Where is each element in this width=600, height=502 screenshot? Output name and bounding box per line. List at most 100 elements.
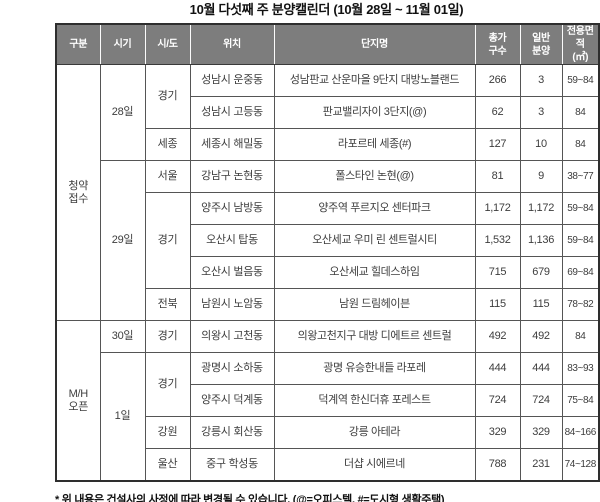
cell-wichi: 양주시 남방동 (189, 192, 275, 225)
table-row: 성남시 고등동 판교밸리자이 3단지(@) 62 3 84 (56, 96, 600, 129)
cell-area: 59~84 (561, 224, 600, 257)
release-calendar-table: 구분 시기 시/도 위치 단지명 총가 구수 일반 분양 전용면적 (㎡) 청약 접수 28일 경… (55, 23, 600, 482)
cell-wichi: 중구 학성동 (189, 448, 275, 482)
cell-gubun: 청약 접수 (55, 64, 101, 321)
cell-danji: 폴스타인 논현(@) (273, 160, 476, 193)
cell-total: 444 (474, 352, 521, 385)
cell-wichi: 강릉시 회산동 (189, 416, 275, 449)
cell-area: 59~84 (561, 192, 600, 225)
table-body: 청약 접수 28일 경기 성남시 운중동 성남판교 산운마을 9단지 대방노블랜드 266… (55, 64, 600, 482)
table-row: 양주시 덕계동 덕계역 한신더휴 포레스트 724 724 75~84 (56, 384, 600, 417)
cell-general: 444 (519, 352, 563, 385)
cell-total: 788 (474, 448, 521, 482)
table-row: 세종 세종시 해밀동 라포르테 세종(#) 127 10 84 (56, 128, 600, 161)
cell-general: 329 (519, 416, 563, 449)
cell-sigi: 29일 (99, 160, 146, 321)
cell-area: 69~84 (561, 256, 600, 289)
header-row: 구분 시기 시/도 위치 단지명 총가 구수 일반 분양 전용면적 (㎡) (55, 23, 600, 65)
column-header-total: 총가 구수 (474, 23, 521, 65)
cell-wichi: 광명시 소하동 (189, 352, 275, 385)
column-header-general: 일반 분양 (519, 23, 563, 65)
cell-general: 3 (519, 96, 563, 129)
page-title: 10월 다섯째 주 분양캘린더 (10월 28일 ~ 11월 01일) (189, 2, 464, 17)
cell-sigi: 1일 (99, 352, 146, 482)
table-row: 오산시 벌음동 오산세교 힐데스하임 715 679 69~84 (56, 256, 600, 289)
cell-area: 75~84 (561, 384, 600, 417)
footnotes: * 위 내용은 건설사의 사정에 따라 변경될 수 있습니다. (@=오피스텔,… (55, 490, 598, 502)
cell-total: 62 (474, 96, 521, 129)
table-row: 1일 경기 광명시 소하동 광명 유승한내들 라포레 444 444 83~93 (56, 352, 600, 482)
cell-total: 1,532 (474, 224, 521, 257)
cell-general: 1,136 (519, 224, 563, 257)
cell-danji: 광명 유승한내들 라포레 (273, 352, 476, 385)
table-row: M/H 오픈 30일 경기 의왕시 고천동 의왕고천지구 대방 디에트르 센트럴 492 4… (55, 320, 600, 482)
cell-area: 59~84 (561, 64, 600, 97)
cell-general: 231 (519, 448, 563, 482)
footnote-change-notice: * 위 내용은 건설사의 사정에 따라 변경될 수 있습니다. (@=오피스텔,… (55, 494, 445, 502)
cell-general: 679 (519, 256, 563, 289)
cell-sido: 울산 (144, 448, 191, 482)
cell-sido: 서울 (144, 160, 191, 193)
cell-danji: 덕계역 한신더휴 포레스트 (273, 384, 476, 417)
cell-wichi: 의왕시 고천동 (189, 320, 275, 353)
cell-total: 724 (474, 384, 521, 417)
cell-sigi: 30일 (99, 320, 146, 353)
column-header-danji: 단지명 (273, 23, 476, 65)
cell-danji: 남원 드림헤이븐 (273, 288, 476, 321)
table-row: 청약 접수 28일 경기 성남시 운중동 성남판교 산운마을 9단지 대방노블랜드 266… (55, 64, 600, 321)
cell-wichi: 성남시 운중동 (189, 64, 275, 97)
cell-wichi: 강남구 논현동 (189, 160, 275, 193)
cell-area: 84 (561, 128, 600, 161)
column-header-wichi: 위치 (189, 23, 275, 65)
cell-wichi: 오산시 벌음동 (189, 256, 275, 289)
table-row: 오산시 탑동 오산세교 우미 린 센트럴시티 1,532 1,136 59~84 (56, 224, 600, 257)
cell-total: 715 (474, 256, 521, 289)
cell-danji: 양주역 푸르지오 센터파크 (273, 192, 476, 225)
cell-sido: 세종 (144, 128, 191, 161)
cell-general: 1,172 (519, 192, 563, 225)
cell-wichi: 성남시 고등동 (189, 96, 275, 129)
cell-sido: 경기 (144, 64, 191, 129)
column-header-sigi: 시기 (99, 23, 146, 65)
table-row: 울산 중구 학성동 더샵 시에르네 788 231 74~128 (56, 448, 600, 482)
cell-danji: 오산세교 힐데스하임 (273, 256, 476, 289)
cell-total: 492 (474, 320, 521, 353)
column-header-gubun: 구분 (55, 23, 101, 65)
column-header-area: 전용면적 (㎡) (561, 23, 600, 65)
cell-area: 78~82 (561, 288, 600, 321)
cell-sido: 경기 (144, 320, 191, 353)
cell-general: 115 (519, 288, 563, 321)
cell-sido: 경기 (144, 192, 191, 289)
cell-danji: 라포르테 세종(#) (273, 128, 476, 161)
cell-danji: 의왕고천지구 대방 디에트르 센트럴 (273, 320, 476, 353)
cell-general: 9 (519, 160, 563, 193)
cell-sigi: 28일 (99, 64, 146, 161)
cell-danji: 성남판교 산운마을 9단지 대방노블랜드 (273, 64, 476, 97)
cell-wichi: 세종시 해밀동 (189, 128, 275, 161)
cell-general: 724 (519, 384, 563, 417)
table-row: 경기 양주시 남방동 양주역 푸르지오 센터파크 1,172 1,172 59~84 (56, 192, 600, 289)
cell-sido: 경기 (144, 352, 191, 417)
cell-sido: 전북 (144, 288, 191, 321)
cell-area: 84 (561, 96, 600, 129)
cell-area: 83~93 (561, 352, 600, 385)
cell-danji: 더샵 시에르네 (273, 448, 476, 482)
cell-danji: 판교밸리자이 3단지(@) (273, 96, 476, 129)
cell-area: 74~128 (561, 448, 600, 482)
cell-wichi: 남원시 노암동 (189, 288, 275, 321)
cell-total: 115 (474, 288, 521, 321)
cell-sido: 강원 (144, 416, 191, 449)
cell-total: 329 (474, 416, 521, 449)
cell-area: 84 (561, 320, 600, 353)
cell-total: 1,172 (474, 192, 521, 225)
table-row: 강원 강릉시 회산동 강릉 아테라 329 329 84~166 (56, 416, 600, 449)
cell-total: 81 (474, 160, 521, 193)
cell-general: 3 (519, 64, 563, 97)
column-header-sido: 시/도 (144, 23, 191, 65)
cell-total: 266 (474, 64, 521, 97)
cell-gubun: M/H 오픈 (55, 320, 101, 482)
cell-area: 84~166 (561, 416, 600, 449)
table-row: 29일 서울 강남구 논현동 폴스타인 논현(@) 81 9 38~77 (56, 160, 600, 321)
table-row: 전북 남원시 노암동 남원 드림헤이븐 115 115 78~82 (56, 288, 600, 321)
